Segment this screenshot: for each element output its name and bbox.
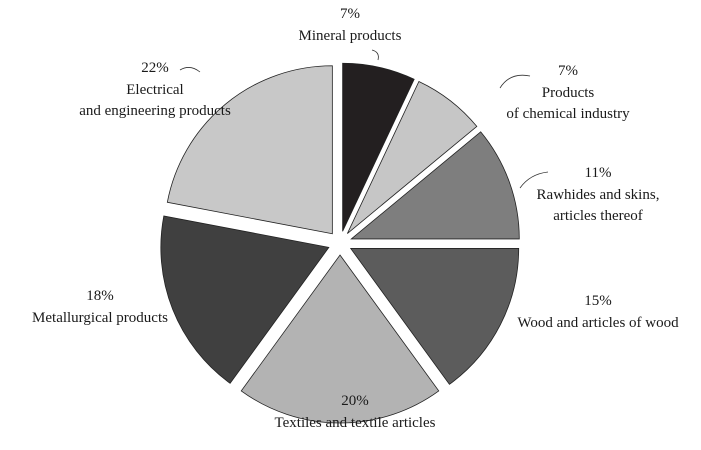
pie-slice [346,80,478,234]
slice-label: Metallurgical products [32,310,168,326]
value-label: 22% [141,60,169,76]
value-label: 20% [341,393,369,409]
value-label: 11% [585,165,612,181]
value-label: 18% [86,288,114,304]
value-label: 7% [340,6,360,22]
leader-line [371,49,379,61]
value-label: 7% [558,63,578,79]
value-label: 15% [584,293,612,309]
slice-label: Textiles and textile articles [275,415,436,431]
slice-label: Wood and articles of wood [517,315,679,331]
leader-line [499,74,531,89]
pie-slice [349,248,520,385]
pie-slice [342,62,415,232]
pie-slice [166,65,333,235]
pie-slice [160,215,330,384]
leader-line [179,67,201,73]
pie-slice [350,131,520,240]
slice-label: Products of chemical industry [506,85,630,122]
slice-label: Mineral products [299,28,402,44]
pie-slice [240,254,440,424]
leader-line [519,171,549,189]
slice-label: Rawhides and skins, articles thereof [537,187,660,224]
slice-label: Electrical and engineering products [79,82,231,119]
